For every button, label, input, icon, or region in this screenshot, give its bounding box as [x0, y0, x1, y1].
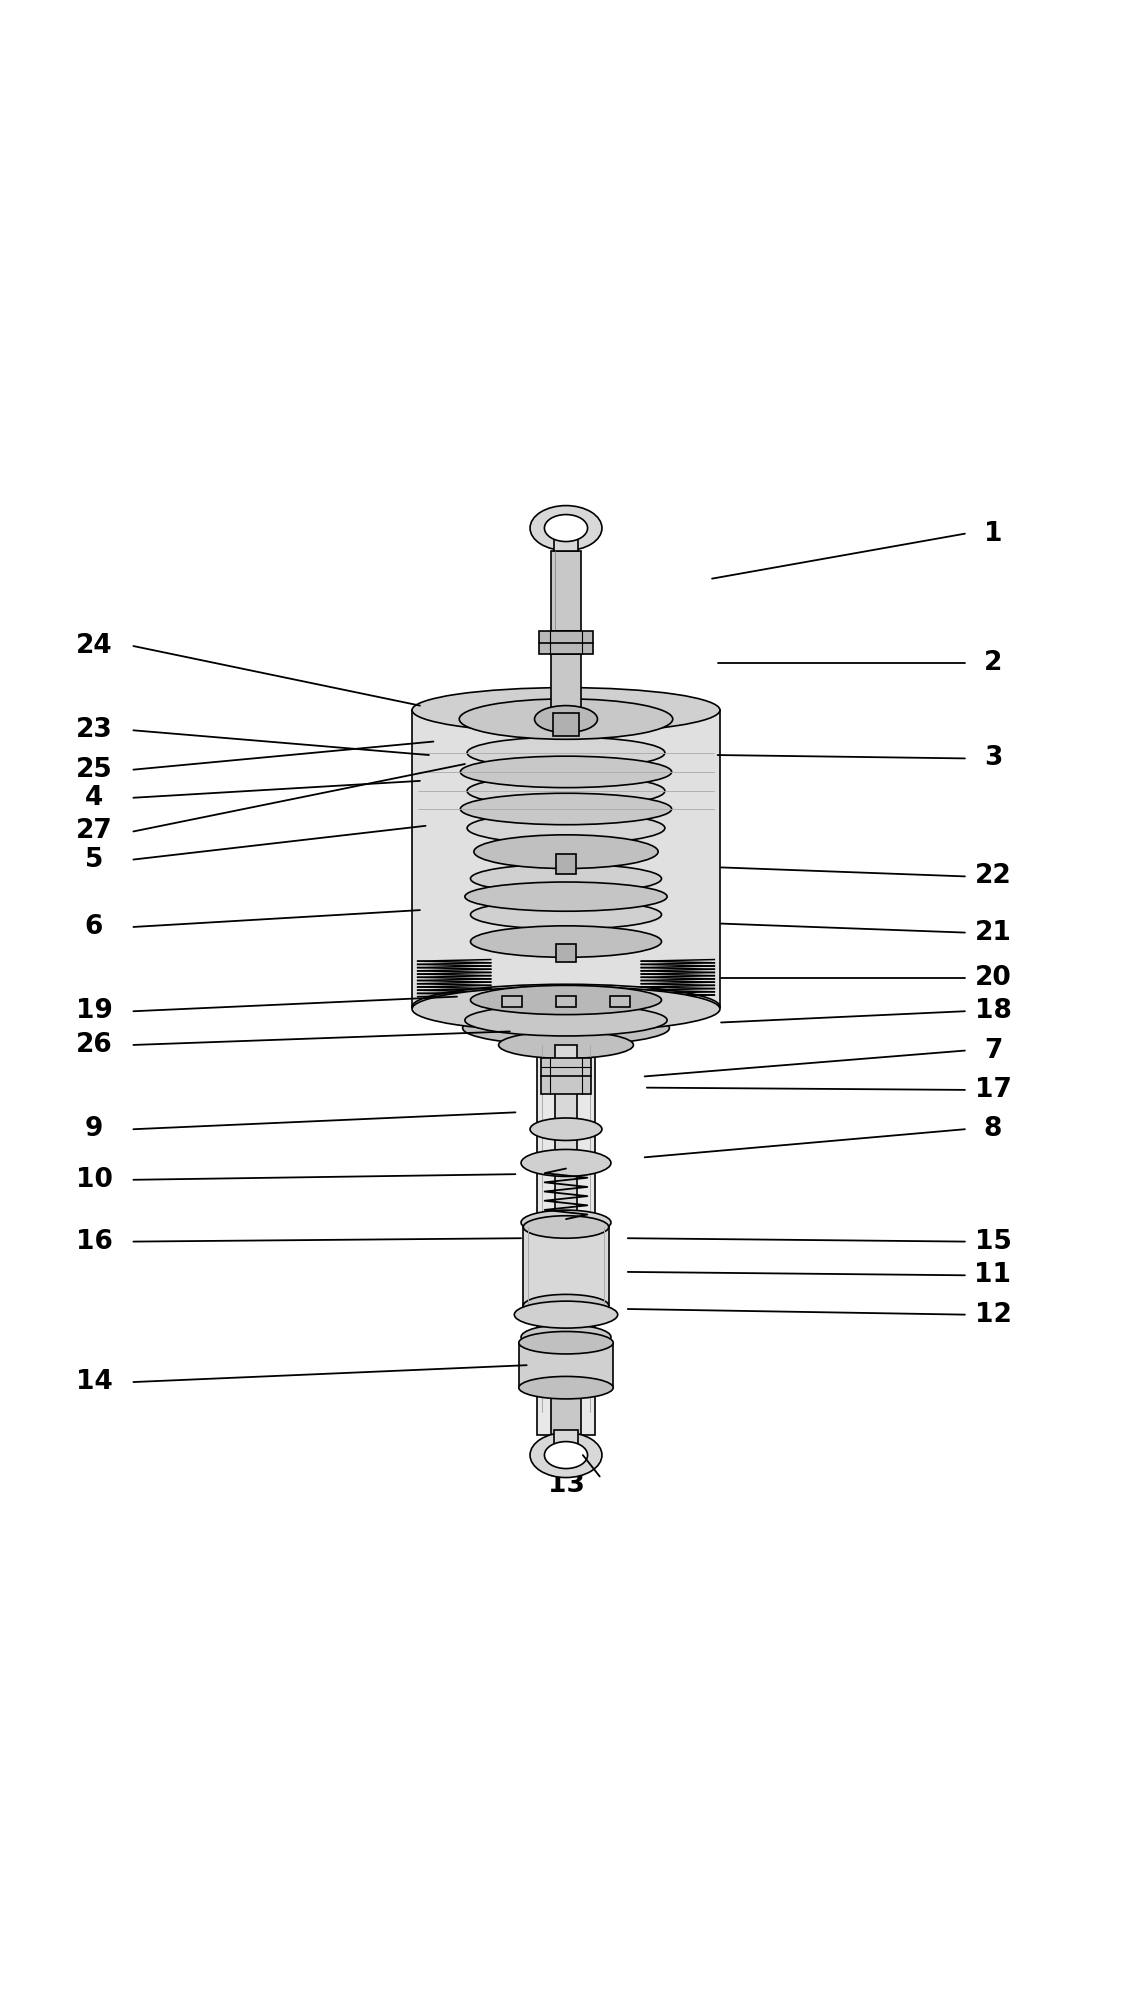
Bar [412, 710, 720, 1006]
Ellipse shape [521, 1150, 611, 1176]
Text: 24: 24 [76, 634, 112, 660]
Text: 17: 17 [975, 1076, 1011, 1102]
Bar [555, 1044, 577, 1424]
Ellipse shape [523, 1216, 609, 1238]
Ellipse shape [523, 1294, 609, 1316]
Ellipse shape [544, 1442, 588, 1468]
Text: 16: 16 [76, 1228, 112, 1254]
Text: 15: 15 [975, 1228, 1011, 1254]
Text: 22: 22 [975, 864, 1011, 890]
Ellipse shape [530, 506, 602, 550]
Bar [537, 1034, 595, 1434]
Bar [539, 632, 593, 654]
Bar [555, 540, 577, 550]
Text: 25: 25 [76, 756, 112, 782]
Ellipse shape [468, 776, 664, 806]
Ellipse shape [465, 1004, 667, 1036]
Text: 6: 6 [85, 914, 103, 940]
Text: 11: 11 [975, 1262, 1012, 1288]
Text: 23: 23 [76, 718, 112, 744]
Text: 19: 19 [76, 998, 112, 1024]
Ellipse shape [521, 1324, 611, 1350]
Text: 8: 8 [984, 1116, 1002, 1142]
Text: 21: 21 [975, 920, 1011, 946]
Ellipse shape [534, 706, 598, 732]
Bar [551, 1394, 581, 1436]
Ellipse shape [460, 698, 672, 740]
Ellipse shape [471, 864, 661, 894]
Ellipse shape [463, 1012, 669, 1044]
Text: 1: 1 [984, 520, 1002, 546]
Ellipse shape [498, 1032, 634, 1058]
Ellipse shape [468, 812, 664, 844]
Ellipse shape [468, 738, 664, 768]
Text: 18: 18 [975, 998, 1011, 1024]
Text: 3: 3 [984, 746, 1002, 772]
Text: 27: 27 [76, 818, 112, 844]
Ellipse shape [530, 1118, 602, 1140]
Ellipse shape [514, 1302, 618, 1328]
Ellipse shape [471, 986, 661, 1014]
Ellipse shape [461, 794, 671, 824]
Bar [552, 714, 580, 736]
Ellipse shape [465, 882, 667, 912]
Bar [556, 996, 576, 1006]
Ellipse shape [471, 900, 661, 930]
Text: 2: 2 [984, 650, 1002, 676]
Bar [551, 654, 581, 710]
Bar [556, 944, 576, 962]
Ellipse shape [544, 514, 588, 542]
Ellipse shape [412, 986, 720, 1032]
Bar [523, 1226, 609, 1306]
Ellipse shape [474, 834, 658, 868]
Text: 10: 10 [76, 1166, 112, 1192]
Bar [541, 1058, 591, 1094]
Text: 7: 7 [984, 1038, 1002, 1064]
Text: 26: 26 [76, 1032, 112, 1058]
Text: 5: 5 [85, 846, 103, 872]
Bar [551, 550, 581, 632]
Text: 20: 20 [975, 964, 1011, 990]
Bar [610, 996, 631, 1006]
Ellipse shape [461, 756, 671, 788]
Ellipse shape [530, 1432, 602, 1478]
Ellipse shape [412, 688, 720, 732]
Bar [556, 854, 576, 874]
Ellipse shape [471, 926, 661, 958]
Text: 13: 13 [548, 1472, 584, 1498]
Bar [555, 1430, 577, 1444]
Bar [501, 996, 522, 1006]
Ellipse shape [521, 1210, 611, 1234]
Ellipse shape [412, 984, 720, 1030]
Text: 14: 14 [76, 1370, 112, 1396]
Text: 9: 9 [85, 1116, 103, 1142]
Ellipse shape [518, 1332, 614, 1354]
Text: 12: 12 [975, 1302, 1011, 1328]
Text: 4: 4 [85, 784, 103, 810]
Bar [518, 1342, 614, 1388]
Ellipse shape [518, 1376, 614, 1398]
